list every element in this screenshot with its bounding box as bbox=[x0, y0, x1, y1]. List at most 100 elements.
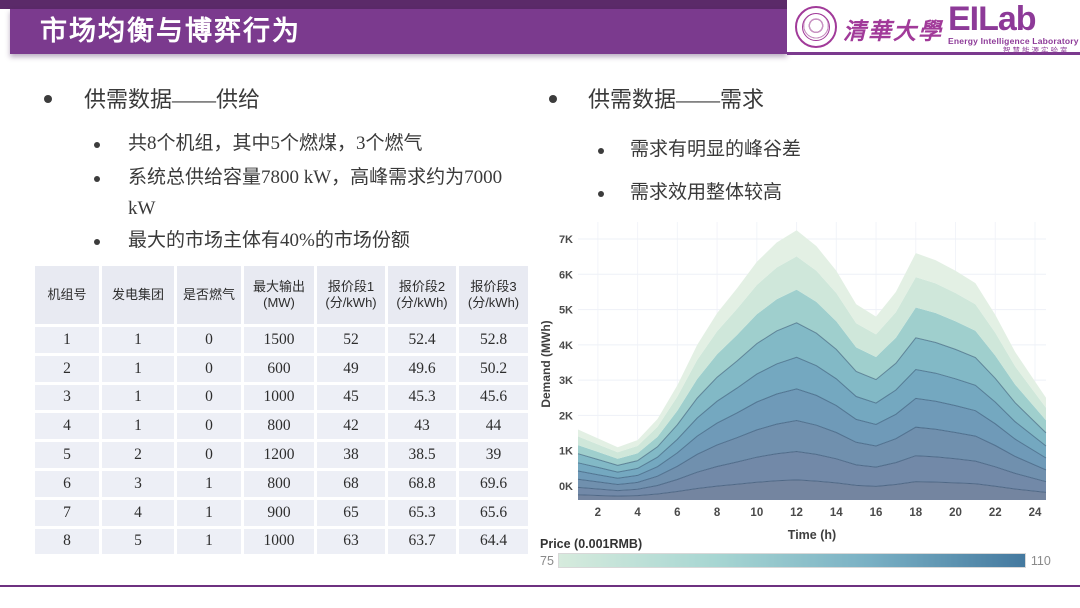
svg-text:Time (h): Time (h) bbox=[788, 528, 836, 542]
table-cell: 45.6 bbox=[459, 384, 528, 411]
table-cell: 52.8 bbox=[459, 327, 528, 353]
legend-title: Price (0.001RMB) bbox=[540, 537, 643, 551]
header-top-strip bbox=[0, 0, 787, 9]
bullet-dot bbox=[598, 148, 604, 154]
legend-max-label: 110 bbox=[1030, 553, 1051, 568]
table-cell: 800 bbox=[244, 470, 314, 497]
svg-text:2: 2 bbox=[595, 507, 601, 519]
units-table: 机组号 发电集团 是否燃气 最大输出 (MW) 报价段1 (分/kWh) 报价段2 (分/kWh… bbox=[35, 266, 528, 555]
svg-text:10: 10 bbox=[750, 507, 763, 519]
table-cell: 8 bbox=[35, 528, 99, 555]
right-heading: 供需数据——需求 bbox=[588, 87, 765, 112]
table-cell: 2 bbox=[35, 355, 99, 382]
table-cell: 1500 bbox=[244, 327, 314, 353]
svg-text:5K: 5K bbox=[559, 305, 573, 317]
eilab-subtitle-en: Energy Intelligence Laboratory bbox=[948, 36, 1079, 46]
slide-title-bar: 市场均衡与博弈行为 bbox=[10, 9, 787, 54]
table-cell: 65 bbox=[317, 499, 385, 526]
left-heading: 供需数据——供给 bbox=[84, 87, 261, 112]
svg-text:8: 8 bbox=[714, 507, 721, 519]
svg-text:16: 16 bbox=[870, 507, 883, 519]
svg-text:6K: 6K bbox=[559, 269, 573, 281]
table-cell: 1000 bbox=[244, 384, 314, 411]
table-cell: 1 bbox=[102, 327, 174, 353]
table-cell: 1000 bbox=[244, 528, 314, 555]
table-header-cell: 发电集团 bbox=[102, 266, 174, 324]
table-cell: 63.7 bbox=[388, 528, 456, 555]
table-cell: 900 bbox=[244, 499, 314, 526]
table-cell: 1 bbox=[102, 355, 174, 382]
svg-text:Demand (MWh): Demand (MWh) bbox=[540, 320, 553, 407]
table-cell: 50.2 bbox=[459, 355, 528, 382]
table-cell: 1 bbox=[35, 327, 99, 353]
table-cell: 65.6 bbox=[459, 499, 528, 526]
table-cell: 0 bbox=[177, 327, 241, 353]
table-cell: 38.5 bbox=[388, 442, 456, 468]
table-cell: 5 bbox=[35, 442, 99, 468]
table-header-cell: 报价段2 (分/kWh) bbox=[388, 266, 456, 324]
table-cell: 52.4 bbox=[388, 327, 456, 353]
bullet-dot bbox=[94, 142, 100, 148]
table-cell: 49.6 bbox=[388, 355, 456, 382]
table-header-cell: 最大输出 (MW) bbox=[244, 266, 314, 324]
table-cell: 0 bbox=[177, 355, 241, 382]
table-cell: 42 bbox=[317, 413, 385, 440]
svg-text:20: 20 bbox=[949, 507, 962, 519]
table-header-cell: 是否燃气 bbox=[177, 266, 241, 324]
bullet-dot bbox=[94, 239, 100, 245]
table-cell: 0 bbox=[177, 442, 241, 468]
table-header-cell: 机组号 bbox=[35, 266, 99, 324]
table-cell: 65.3 bbox=[388, 499, 456, 526]
eilab-logo: EILab bbox=[948, 0, 1037, 38]
bullet-dot bbox=[94, 176, 100, 182]
table-cell: 1 bbox=[102, 384, 174, 411]
table-cell: 1 bbox=[177, 528, 241, 555]
bullet-dot bbox=[549, 95, 557, 103]
tsinghua-wordmark: 清華大學 bbox=[843, 19, 943, 44]
eilab-subtitle-zh: 智慧能源实验室 bbox=[1003, 46, 1070, 55]
table-cell: 38 bbox=[317, 442, 385, 468]
right-bullet-2: 需求效用整体较高 bbox=[630, 182, 783, 203]
table-cell: 69.6 bbox=[459, 470, 528, 497]
legend-min-label: 75 bbox=[540, 553, 554, 568]
table-cell: 45.3 bbox=[388, 384, 456, 411]
legend-gradient-bar bbox=[557, 553, 1026, 568]
table-cell: 1200 bbox=[244, 442, 314, 468]
price-legend: Price (0.001RMB) 75 110 bbox=[540, 537, 1070, 568]
table-cell: 6 bbox=[35, 470, 99, 497]
svg-text:6: 6 bbox=[674, 507, 680, 519]
table-cell: 4 bbox=[35, 413, 99, 440]
table-cell: 68.8 bbox=[388, 470, 456, 497]
svg-text:7K: 7K bbox=[559, 234, 573, 246]
svg-text:2K: 2K bbox=[559, 410, 573, 422]
table-cell: 1 bbox=[102, 413, 174, 440]
svg-text:1K: 1K bbox=[559, 446, 573, 458]
footer-divider bbox=[0, 585, 1080, 587]
table-cell: 800 bbox=[244, 413, 314, 440]
svg-text:3K: 3K bbox=[559, 375, 573, 387]
table-cell: 0 bbox=[177, 413, 241, 440]
svg-text:24: 24 bbox=[1029, 507, 1042, 519]
svg-text:22: 22 bbox=[989, 507, 1002, 519]
table-cell: 4 bbox=[102, 499, 174, 526]
svg-text:18: 18 bbox=[909, 507, 922, 519]
table-cell: 52 bbox=[317, 327, 385, 353]
bullet-dot bbox=[44, 95, 52, 103]
table-header-cell: 报价段1 (分/kWh) bbox=[317, 266, 385, 324]
table-cell: 49 bbox=[317, 355, 385, 382]
left-bullet-1: 共8个机组，其中5个燃煤，3个燃气 bbox=[128, 133, 423, 154]
table-cell: 63 bbox=[317, 528, 385, 555]
table-header-cell: 报价段3 (分/kWh) bbox=[459, 266, 528, 324]
table-cell: 2 bbox=[102, 442, 174, 468]
table-cell: 1 bbox=[177, 499, 241, 526]
table-cell: 45 bbox=[317, 384, 385, 411]
table-cell: 44 bbox=[459, 413, 528, 440]
svg-text:0K: 0K bbox=[559, 481, 573, 493]
tsinghua-seal-icon bbox=[795, 6, 837, 48]
svg-text:4K: 4K bbox=[559, 340, 573, 352]
table-cell: 7 bbox=[35, 499, 99, 526]
table-cell: 68 bbox=[317, 470, 385, 497]
table-cell: 39 bbox=[459, 442, 528, 468]
svg-text:4: 4 bbox=[634, 507, 641, 519]
